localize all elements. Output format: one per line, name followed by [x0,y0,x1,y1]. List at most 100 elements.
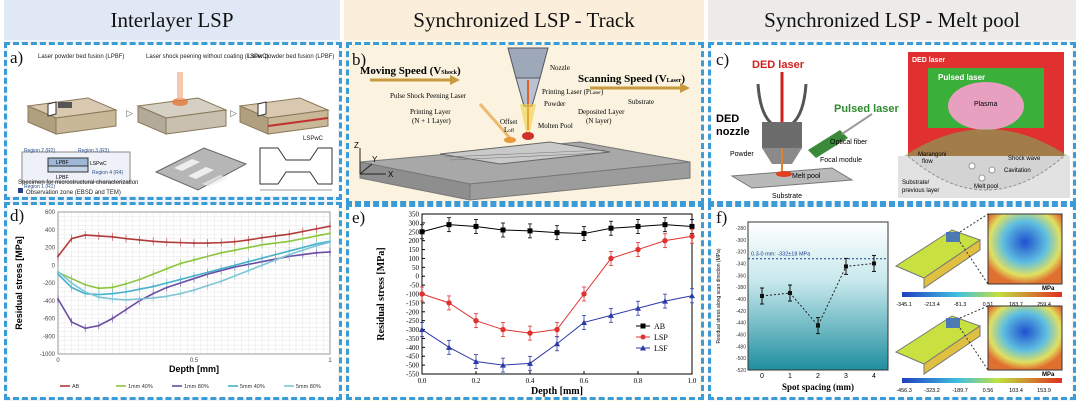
x-tick-label: 0.8 [634,377,643,385]
x-tick-label: 3 [844,373,848,380]
y-tick-label: 400 [45,228,56,234]
panel-b-border [346,42,704,204]
plot-frame [747,221,889,371]
step1-label: Laser powder bed fusion (LPBF) [38,54,124,60]
ded-nozzle-label-2: nozzle [716,126,750,138]
data-point [125,298,127,301]
region-label: Region 2 (R2) [24,148,55,154]
y-tick-label: -420 [736,309,746,315]
data-point [165,267,168,270]
panel-d: 600 400 200 0 -200 -400 -600 -800 -1000 0 0.5 1 Dept… [8,204,338,398]
axis-x-label: X [388,170,394,179]
y-tick-label: -500 [736,356,746,362]
data-point [138,238,141,241]
data-point [125,237,127,240]
data-point [419,291,425,297]
scale-tick-label: 183.7 [1009,302,1023,308]
y-tick-label: -520 [736,368,746,374]
marangoni-label-2: flow [922,159,933,165]
header-title: Synchronized LSP - Melt pool [764,7,1020,32]
y-tick-label: 600 [45,210,56,216]
scale-tick-label: -345.1 [896,302,912,308]
panel-c: DED laser DED nozzle Pulsed laser Optica… [712,44,1072,202]
data-point [111,292,114,295]
y-tick-label: -200 [406,308,419,316]
printing-layer-label: Printing Layer [410,108,451,116]
header-title: Synchronized LSP - Track [413,7,635,32]
x-axis-label: Spot spacing (mm) [782,382,854,392]
y-tick-label: 150 [409,246,420,254]
data-point [608,225,614,231]
panel-e: 350 300 250 200 150 100 50 0 -50 -100 -150 -200 -250… [350,206,700,398]
data-point [165,241,168,244]
data-point [554,340,560,347]
molten-pool-label: Molten Pool [538,122,573,130]
data-point [70,237,73,240]
substrate-label: Substrate [628,98,654,106]
data-point [527,330,533,336]
data-point [57,255,59,258]
lpbf-block-2 [238,97,330,135]
lspwc-tag: LSPwC [303,136,324,142]
y-tick-label: -400 [43,299,56,305]
data-point [315,234,318,237]
y-tick-label: 350 [409,211,420,219]
data-point [233,274,236,277]
data-point [125,308,127,311]
data-point [301,253,304,256]
data-point [206,242,209,245]
data-point [581,231,587,237]
x-tick-label: 0.2 [472,377,481,385]
data-point [247,269,250,272]
data-point [527,360,533,366]
y-tick-label: -450 [406,353,419,361]
data-point [608,255,614,262]
y-tick-label: -400 [406,344,419,352]
panel-b: Z X Y Moving Speed (VShock) Scanning Spe… [350,44,700,202]
panel-f-chart: -280 -300 -320 -340 -360 -380 -400 -420 -440 -460… [716,221,889,392]
data-point [635,246,641,253]
data-point [662,222,668,228]
y-tick-label: -250 [406,317,419,325]
optical-fiber-label: Optical fiber [830,139,868,146]
lspwc-block [136,72,228,135]
data-point [247,260,250,263]
data-point [179,241,182,244]
right-melt-pool-label: Melt pool [974,184,998,190]
panel-c-border [708,42,1076,204]
axis-y-label: Y [372,155,378,164]
y-tick-label: -600 [43,317,56,323]
right-substrate-label: Substrate/ [902,180,930,186]
data-point [419,326,425,333]
panel-e-chart: 350300250200150100500-50-100-150-200-250… [376,211,697,398]
data-point [206,255,209,258]
data-point [844,264,848,269]
data-point [315,244,318,247]
data-point [97,324,100,327]
data-point [689,223,695,229]
y-tick-label: -500 [406,362,419,370]
data-point [57,270,59,273]
marangoni-label: Marangoni [918,152,946,158]
region-label: Region 3 (R3) [78,148,109,154]
data-point [274,242,277,245]
data-point [689,233,695,239]
x-tick-label: 1 [788,373,792,380]
substrate-label: Substrate [772,193,802,200]
legend-marker [640,334,646,340]
data-point [125,290,127,293]
data-point [473,358,479,365]
legend-label: LSP [654,333,668,342]
x-tick-label: 0 [760,373,764,380]
y-tick-label: -150 [406,299,419,307]
data-point [84,290,87,293]
data-point [662,298,668,304]
legend-label: 1mm 40% [128,384,153,390]
y-tick-label: -480 [736,344,746,350]
y-tick-label: -400 [736,297,746,303]
scale-top-labels: -345.1 -213.4 -81.3 0.51 183.7 259.4 [896,302,1051,308]
data-point [206,284,209,287]
data-point [816,323,820,328]
layer-label: LSPwC [90,161,107,167]
data-point [70,282,73,284]
